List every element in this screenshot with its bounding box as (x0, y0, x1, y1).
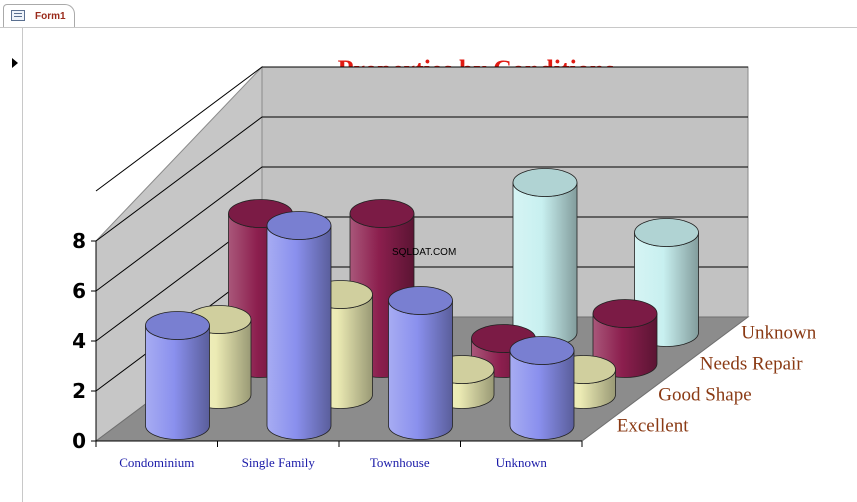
y-axis-tick-labels: 0 2 4 6 8 (72, 229, 97, 453)
bar-unknown-townhouse (512, 168, 578, 347)
bar-excellent-townhouse (388, 286, 453, 440)
x-axis-tick-labels: Condominium Single Family Townhouse Unknown (95, 440, 583, 470)
y-tick-label-8: 8 (72, 229, 86, 253)
bar-body (266, 225, 332, 440)
bar-excellent-condominium (145, 311, 210, 440)
bar-top (349, 199, 415, 228)
y-tick-label-4: 4 (72, 329, 86, 353)
bar-excellent-single-family (266, 211, 332, 440)
series-label-unknown: Unknown (741, 323, 816, 344)
y-tick-label-6: 6 (72, 279, 86, 303)
x-tick-label-single-family: Single Family (242, 455, 316, 470)
bar-body (512, 182, 578, 347)
bar-body (388, 300, 453, 440)
series-label-good-shape: Good Shape (658, 385, 751, 406)
watermark-text: SQLDAT.COM (392, 247, 456, 258)
form1-tab[interactable]: Form1 (3, 4, 75, 27)
gridline-10 (95, 66, 748, 192)
chart-bars (145, 168, 699, 440)
y-tick-label-0: 0 (72, 429, 86, 453)
series-label-excellent: Excellent (617, 416, 689, 437)
bar-top (592, 299, 658, 328)
gridline-6 (95, 166, 748, 292)
current-record-arrow-icon (12, 58, 18, 68)
x-tick-label-condominium: Condominium (119, 455, 194, 470)
y-tick-label-2: 2 (72, 379, 86, 403)
bar-needs-repair-unknown (592, 299, 658, 378)
bar-top (634, 218, 699, 247)
bar-body (145, 325, 210, 440)
form1-tab-label: Form1 (35, 11, 66, 22)
series-label-needs-repair: Needs Repair (700, 354, 804, 375)
document-tab-bar: Form1 (0, 0, 857, 28)
bar-top (145, 311, 210, 340)
form-icon (11, 10, 25, 21)
record-selector[interactable] (0, 28, 23, 502)
x-tick-label-townhouse: Townhouse (370, 455, 430, 470)
bar-top (512, 168, 578, 197)
series-axis-labels: Excellent Good Shape Needs Repair Unknown (617, 323, 817, 437)
bar-excellent-unknown (509, 336, 575, 440)
bar-top (509, 336, 575, 365)
x-tick-label-unknown: Unknown (496, 455, 548, 470)
bar-top (266, 211, 332, 240)
bar-top (388, 286, 453, 315)
gridline-8 (95, 116, 748, 242)
